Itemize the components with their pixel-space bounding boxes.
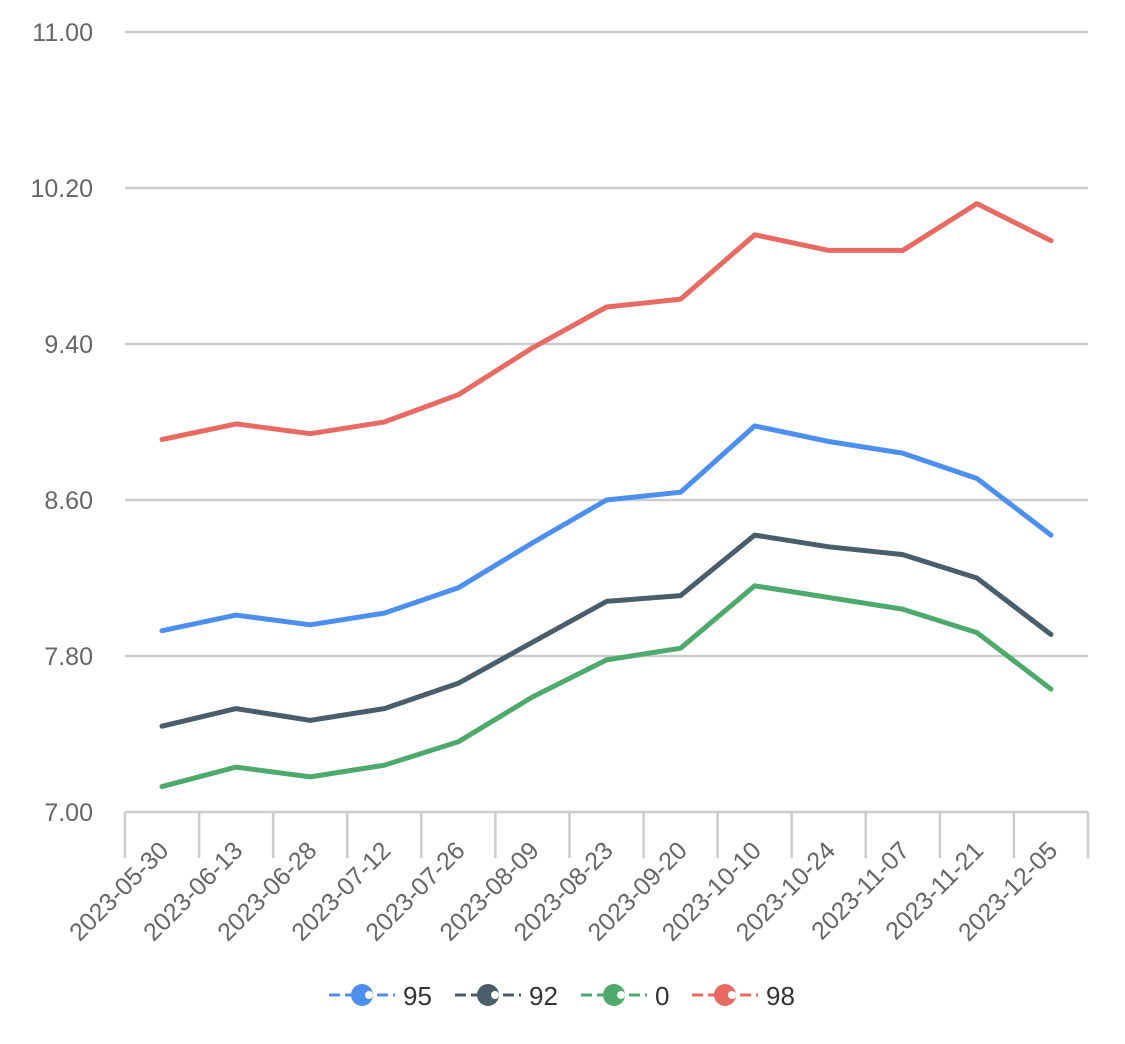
- x-axis: 2023-05-302023-06-132023-06-282023-07-12…: [64, 810, 1090, 947]
- legend-item-95[interactable]: 95: [329, 981, 432, 1011]
- legend-marker-highlight: [728, 991, 736, 999]
- legend-label: 92: [529, 981, 558, 1011]
- y-tick-label: 7.80: [44, 643, 93, 671]
- grid-layer: [125, 30, 1088, 658]
- y-tick-label: 11.00: [32, 19, 93, 47]
- series-layer: [159, 201, 1054, 790]
- series-line-95: [159, 423, 1054, 634]
- legend-label: 98: [766, 981, 795, 1011]
- series-line-98: [159, 201, 1054, 442]
- legend-item-98[interactable]: 98: [692, 981, 795, 1011]
- legend-label: 0: [655, 981, 669, 1011]
- series-line-92: [159, 532, 1054, 729]
- legend-marker: [603, 984, 625, 1006]
- legend-item-0[interactable]: 0: [581, 981, 669, 1011]
- legend-marker-highlight: [491, 991, 499, 999]
- legend-marker: [714, 984, 736, 1006]
- legend-marker: [477, 984, 499, 1006]
- legend-marker-highlight: [365, 991, 373, 999]
- legend-marker: [351, 984, 373, 1006]
- y-tick-label: 7.00: [44, 799, 93, 827]
- y-tick-label: 10.20: [30, 175, 93, 203]
- legend: 95 92 0 98: [329, 981, 795, 1011]
- series-line-0: [159, 583, 1054, 790]
- legend-marker-highlight: [617, 991, 625, 999]
- y-tick-label: 8.60: [44, 487, 93, 515]
- y-tick-label: 9.40: [44, 331, 93, 359]
- legend-item-92[interactable]: 92: [455, 981, 558, 1011]
- legend-label: 95: [403, 981, 432, 1011]
- y-axis: 7.00 7.80 8.60 9.40 10.20 11.00: [30, 19, 93, 827]
